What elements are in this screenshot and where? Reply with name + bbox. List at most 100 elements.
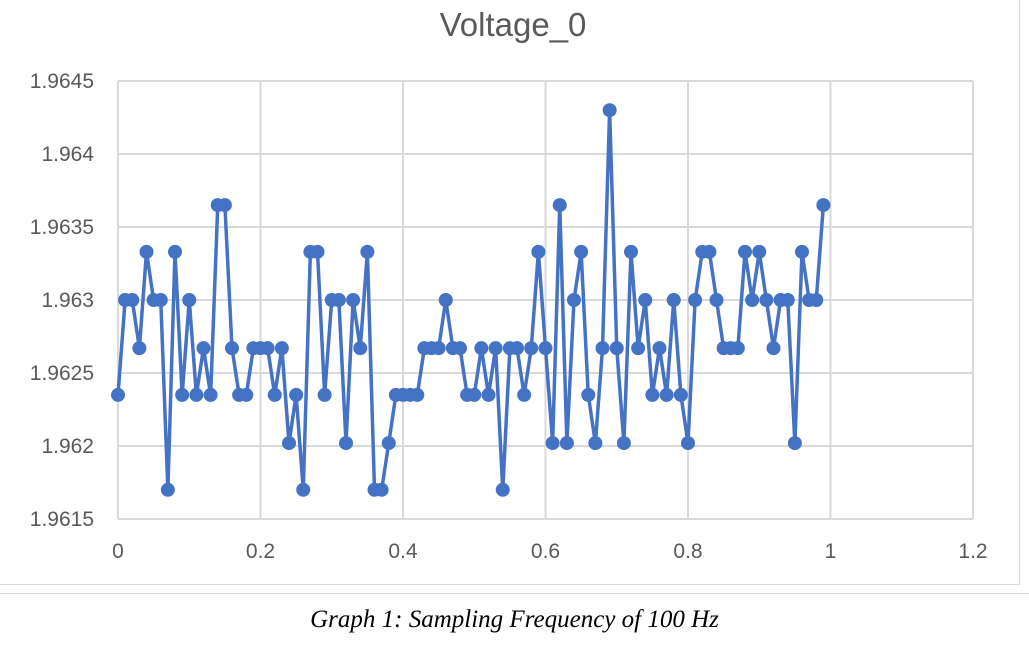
data-point xyxy=(360,244,375,259)
y-tick-label: 1.962 xyxy=(41,435,94,458)
data-point xyxy=(175,387,190,402)
data-point xyxy=(673,387,688,402)
data-point xyxy=(609,341,624,356)
data-point xyxy=(339,436,353,451)
data-point xyxy=(645,387,660,402)
series-voltage xyxy=(111,103,831,497)
data-point xyxy=(453,341,467,356)
data-point xyxy=(239,387,254,402)
data-point xyxy=(631,341,646,356)
x-tick-label: 1.2 xyxy=(958,540,987,563)
data-point xyxy=(189,387,204,402)
data-point xyxy=(260,341,275,356)
data-point xyxy=(517,387,532,402)
x-tick-label: 0.8 xyxy=(673,540,702,563)
data-point xyxy=(745,293,760,307)
data-point xyxy=(659,387,674,402)
data-point xyxy=(267,387,282,402)
data-point xyxy=(374,482,389,497)
data-point xyxy=(317,387,332,402)
data-point xyxy=(652,341,667,356)
data-point xyxy=(346,293,361,307)
figure-caption: Graph 1: Sampling Frequency of 100 Hz xyxy=(310,606,719,633)
data-point xyxy=(488,341,503,356)
data-point xyxy=(595,341,610,356)
data-point xyxy=(225,341,239,356)
data-point xyxy=(111,387,125,402)
data-point xyxy=(730,341,745,356)
data-point xyxy=(709,293,724,307)
data-point xyxy=(567,293,581,307)
data-point xyxy=(132,341,147,356)
data-point xyxy=(581,387,596,402)
x-tick-label: 0 xyxy=(112,540,124,563)
data-point xyxy=(168,244,182,259)
x-tick-label: 0.4 xyxy=(388,540,418,563)
data-point xyxy=(510,341,524,356)
chart-title: Voltage_0 xyxy=(440,6,587,43)
data-point xyxy=(681,436,695,451)
data-point xyxy=(331,293,346,307)
y-tick-label: 1.9645 xyxy=(30,70,94,93)
data-point xyxy=(282,436,296,451)
data-point xyxy=(182,293,197,307)
data-point xyxy=(624,244,638,259)
data-point xyxy=(203,387,218,402)
chart-right-edge xyxy=(1020,0,1029,593)
data-point xyxy=(381,436,396,451)
y-tick-label: 1.9615 xyxy=(30,508,94,531)
data-point xyxy=(787,436,802,451)
data-point xyxy=(467,387,482,402)
data-point xyxy=(310,244,325,259)
data-point xyxy=(160,482,175,497)
x-axis-ticks: 0 0.2 0.4 0.6 0.8 1 1.2 xyxy=(112,540,987,563)
y-tick-label: 1.964 xyxy=(41,143,94,166)
y-axis-ticks: 1.9615 1.962 1.9625 1.963 1.9635 1.964 1.9645 xyxy=(30,70,95,531)
data-point xyxy=(638,293,653,307)
data-point xyxy=(602,103,617,118)
data-point xyxy=(410,387,425,402)
data-point xyxy=(759,293,774,307)
data-point xyxy=(738,244,752,259)
data-point xyxy=(574,244,589,259)
data-point xyxy=(545,436,560,451)
data-point xyxy=(353,341,368,356)
caption-divider xyxy=(0,593,1029,594)
x-tick-label: 0.2 xyxy=(246,540,275,563)
data-point xyxy=(438,293,453,307)
data-point xyxy=(196,341,211,356)
data-point xyxy=(474,341,489,356)
y-tick-label: 1.963 xyxy=(41,289,94,312)
y-tick-label: 1.9625 xyxy=(30,362,94,385)
grid-lines xyxy=(117,80,974,520)
x-tick-label: 1 xyxy=(825,540,837,563)
y-tick-label: 1.9635 xyxy=(30,216,94,239)
data-point xyxy=(809,293,824,307)
data-point xyxy=(552,198,567,213)
x-tick-label: 0.6 xyxy=(531,540,560,563)
data-point xyxy=(125,293,140,307)
data-point xyxy=(296,482,311,497)
data-point xyxy=(588,436,603,451)
data-point xyxy=(795,244,809,259)
data-point xyxy=(752,244,767,259)
data-point xyxy=(766,341,781,356)
data-point xyxy=(495,482,510,497)
data-point xyxy=(289,387,304,402)
data-point xyxy=(524,341,539,356)
data-point xyxy=(139,244,154,259)
data-point xyxy=(538,341,553,356)
data-point xyxy=(559,436,574,451)
data-point xyxy=(481,387,496,402)
data-point xyxy=(217,198,232,213)
line-chart: Voltage_0 1.96151.9621.96251.9631.96351.… xyxy=(30,6,988,563)
data-point xyxy=(666,293,681,307)
data-point xyxy=(531,244,546,259)
data-point xyxy=(153,293,168,307)
chart-frame xyxy=(0,0,1020,585)
data-point xyxy=(702,244,717,259)
data-point xyxy=(274,341,289,356)
data-point xyxy=(431,341,446,356)
data-point xyxy=(780,293,795,307)
data-point xyxy=(616,436,631,451)
